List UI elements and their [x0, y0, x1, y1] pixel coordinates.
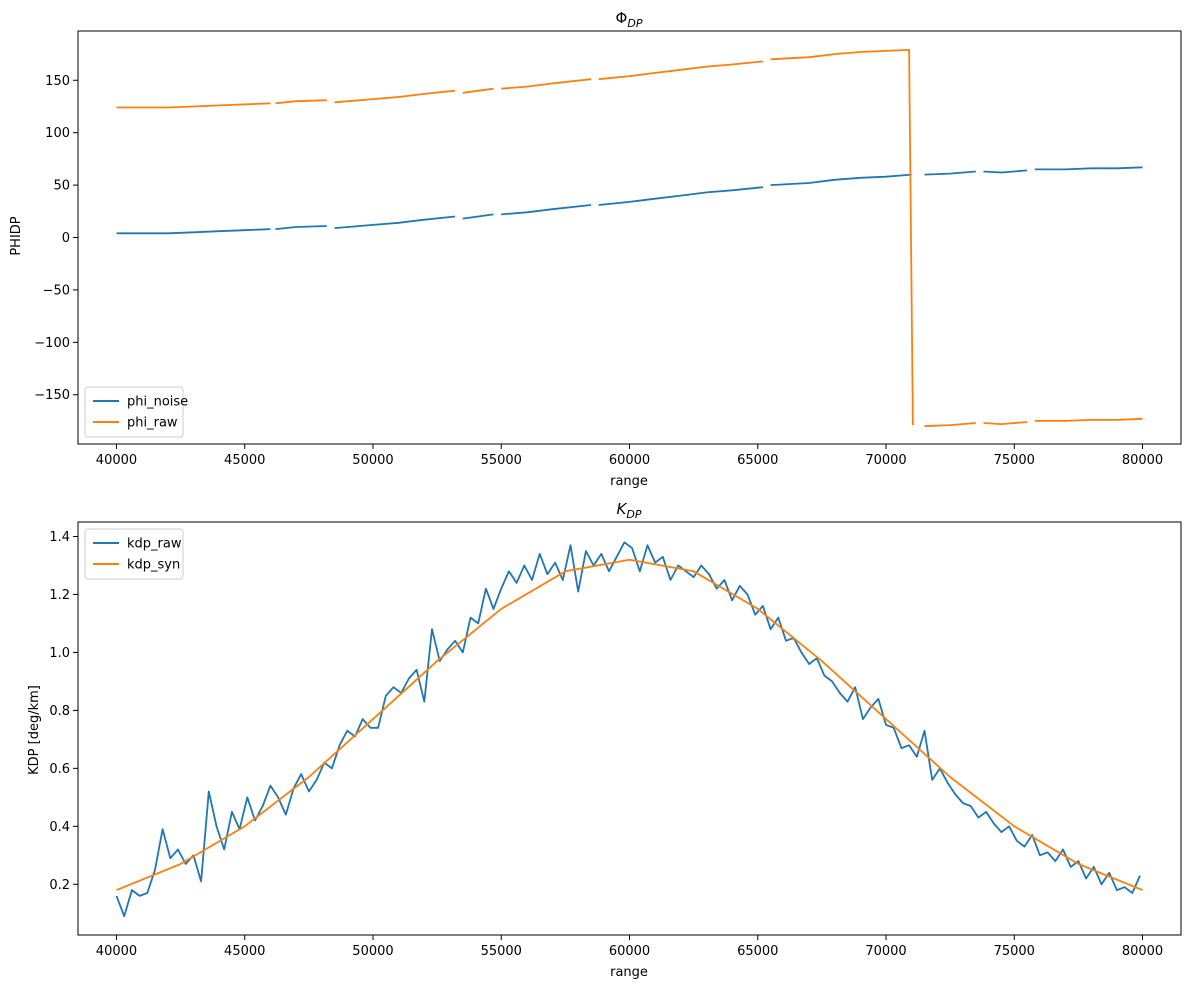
kdp-x-tick-label: 80000 [1122, 944, 1163, 959]
phidp-series-phi_raw-segment-4 [501, 78, 592, 90]
kdp-title-main: K [617, 500, 628, 518]
kdp-x-tick-label: 50000 [352, 944, 393, 959]
kdp-y-axis-label: KDP [deg/km] [27, 685, 42, 775]
phidp-legend-label-phi_noise: phi_noise [127, 395, 188, 410]
phidp-series-phi_raw-segment-3 [462, 87, 494, 94]
phidp-series-phi_noise-segment-0 [116, 228, 271, 235]
kdp-x-tick-label: 65000 [737, 944, 778, 959]
kdp-x-axis-label: range [610, 965, 648, 980]
phidp-series-phi_raw-segment-8 [983, 421, 1028, 426]
kdp-y-tick-label: 0.6 [49, 762, 70, 777]
phidp-y-tick-label: 0 [62, 231, 70, 246]
kdp-y-tick-label: 1.4 [49, 530, 70, 545]
phidp-panel: ΦDP 40000 45000 50000 55000 60000 65000 70000 7… [9, 9, 1182, 489]
phidp-y-tick-label: 150 [45, 74, 70, 89]
phidp-series-phi_noise-segment-8 [983, 169, 1028, 174]
phidp-series-phi_raw-segment-9 [1034, 417, 1143, 422]
phidp-x-tick-label: 75000 [994, 453, 1035, 468]
kdp-series-kdp_raw-segment-0 [115, 541, 1141, 918]
phidp-title-subscript: DP [627, 17, 642, 30]
phidp-y-tick-label: 100 [45, 126, 70, 141]
phidp-y-tick-label: −150 [34, 388, 70, 403]
phidp-y-tick-label: −50 [43, 283, 70, 298]
kdp-title-subscript: DP [626, 508, 641, 521]
kdp-x-tick-label: 45000 [224, 944, 265, 959]
phidp-x-tick-label: 45000 [224, 453, 265, 468]
phidp-series-phi_noise-segment-3 [462, 213, 494, 220]
kdp-legend: kdp_raw kdp_syn [84, 528, 184, 580]
phidp-series-phi_noise-segment-6 [770, 173, 912, 186]
phidp-title-main: Φ [616, 9, 628, 27]
phidp-series-phi_noise-segment-5 [598, 186, 763, 206]
phidp-x-tick-label: 70000 [865, 453, 906, 468]
phidp-y-axis-label: PHIDP [9, 216, 24, 255]
phidp-series-phi_raw-segment-1 [275, 99, 327, 105]
phidp-y-tick-label: 50 [53, 179, 70, 194]
kdp-y-tick-label: 0.4 [49, 820, 70, 835]
kdp-y-tick-label: 1.2 [49, 588, 70, 603]
kdp-title: KDP [617, 500, 642, 521]
kdp-legend-label-kdp_syn: kdp_syn [127, 558, 180, 573]
phidp-series-phi_noise-segment-7 [924, 170, 976, 176]
phidp-series-phi_raw-segment-5 [598, 60, 763, 81]
phidp-series-phi_noise-segment-2 [334, 215, 456, 229]
kdp-panel: KDP 40000 45000 50000 55000 60000 65000 70000 7… [27, 500, 1182, 980]
phidp-x-tick-label: 50000 [352, 453, 393, 468]
phidp-legend-label-phi_raw: phi_raw [127, 416, 178, 431]
kdp-y-tick-label: 0.2 [49, 878, 70, 893]
kdp-x-tick-label: 60000 [609, 944, 650, 959]
kdp-series-kdp_syn-segment-0 [116, 558, 1143, 891]
phidp-series-phi_noise-segment-4 [501, 204, 592, 216]
phidp-x-tick-label: 65000 [737, 453, 778, 468]
phidp-series-phi_raw-segment-6 [770, 49, 914, 426]
phidp-x-tick-label: 60000 [609, 453, 650, 468]
phidp-series-phi_raw-segment-7 [924, 422, 976, 428]
kdp-x-tick-label: 40000 [96, 944, 137, 959]
phidp-title: ΦDP [616, 9, 643, 30]
phidp-legend-box [84, 386, 184, 438]
phidp-x-tick-label: 55000 [481, 453, 522, 468]
phidp-x-tick-label: 80000 [1122, 453, 1163, 468]
kdp-x-tick-label: 55000 [481, 944, 522, 959]
kdp-x-tick-label: 70000 [865, 944, 906, 959]
phidp-y-tick-label: −100 [34, 336, 70, 351]
kdp-plot-area: 40000 45000 50000 55000 60000 65000 70000 75000… [49, 521, 1182, 959]
phidp-series-phi_noise-segment-1 [275, 225, 327, 230]
kdp-y-tick-label: 0.8 [49, 704, 70, 719]
phidp-series-phi_noise-segment-9 [1034, 166, 1143, 171]
kdp-y-tick-label: 1.0 [49, 646, 70, 661]
phidp-x-tick-label: 40000 [96, 453, 137, 468]
phidp-plot-area: 40000 45000 50000 55000 60000 65000 70000 75000… [34, 30, 1182, 468]
kdp-legend-label-kdp_raw: kdp_raw [127, 537, 182, 552]
kdp-legend-box [84, 528, 184, 580]
phidp-series-phi_raw-segment-2 [334, 89, 456, 104]
kdp-x-tick-label: 75000 [994, 944, 1035, 959]
phidp-series-phi_raw-segment-0 [116, 102, 271, 109]
phidp-x-axis-label: range [610, 474, 648, 489]
phidp-legend: phi_noise phi_raw [84, 386, 188, 438]
